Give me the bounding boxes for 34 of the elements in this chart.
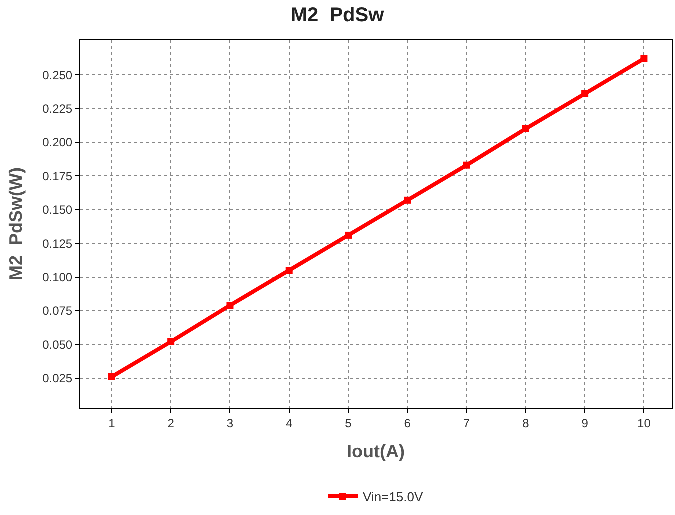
- x-tick-label: 9: [582, 416, 589, 430]
- y-tick-label: 0.225: [42, 102, 73, 116]
- x-tick-label: 8: [522, 416, 530, 430]
- y-tick-label: 0.100: [42, 270, 73, 284]
- y-tick-label: 0.150: [42, 203, 73, 218]
- y-tick-label: 0.125: [42, 236, 73, 251]
- x-tick-label: 10: [638, 416, 652, 430]
- x-axis-title: Iout(A): [347, 442, 405, 462]
- point: [345, 232, 352, 239]
- x-tick-label: 1: [108, 416, 116, 430]
- x-tick-label: 5: [345, 416, 352, 430]
- y-tick-label: 0.200: [42, 136, 73, 150]
- chart-title: M2 PdSw: [290, 4, 385, 27]
- point: [404, 196, 412, 204]
- point: [226, 302, 234, 310]
- y-tick-label: 0.025: [42, 372, 73, 386]
- point: [640, 55, 648, 62]
- x-tick-label: 7: [463, 416, 470, 430]
- x-tick-label: 2: [168, 416, 175, 430]
- point: [522, 125, 530, 132]
- y-tick-label: 0.075: [42, 304, 73, 318]
- y-tick-label: 0.050: [42, 338, 73, 352]
- point: [168, 338, 175, 346]
- point: [582, 90, 589, 98]
- legend-label: Vin=15.0V: [363, 490, 424, 505]
- y-tick-label: 0.175: [42, 169, 73, 184]
- x-tick-label: 4: [286, 416, 294, 430]
- x-tick-label: 3: [226, 416, 234, 430]
- x-tick-label: 6: [404, 416, 412, 430]
- y-axis-title: M2 PdSw(W): [6, 168, 26, 280]
- point: [463, 162, 470, 169]
- point: [286, 267, 293, 274]
- point: [108, 374, 116, 380]
- y-tick-label: 0.250: [42, 68, 73, 82]
